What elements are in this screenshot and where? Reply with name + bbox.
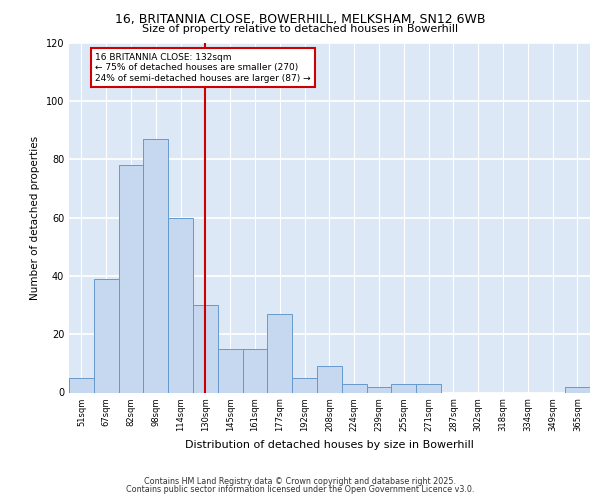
Text: 16 BRITANNIA CLOSE: 132sqm
← 75% of detached houses are smaller (270)
24% of sem: 16 BRITANNIA CLOSE: 132sqm ← 75% of deta… <box>95 52 311 82</box>
Bar <box>367 386 391 392</box>
Bar <box>143 139 168 392</box>
Bar <box>94 279 119 392</box>
Bar <box>342 384 367 392</box>
Bar <box>317 366 342 392</box>
Bar <box>391 384 416 392</box>
X-axis label: Distribution of detached houses by size in Bowerhill: Distribution of detached houses by size … <box>185 440 474 450</box>
Text: Contains public sector information licensed under the Open Government Licence v3: Contains public sector information licen… <box>126 484 474 494</box>
Bar <box>193 305 218 392</box>
Bar <box>119 165 143 392</box>
Bar <box>292 378 317 392</box>
Bar <box>69 378 94 392</box>
Bar <box>242 349 268 393</box>
Y-axis label: Number of detached properties: Number of detached properties <box>30 136 40 300</box>
Text: Contains HM Land Registry data © Crown copyright and database right 2025.: Contains HM Land Registry data © Crown c… <box>144 477 456 486</box>
Bar <box>416 384 441 392</box>
Text: Size of property relative to detached houses in Bowerhill: Size of property relative to detached ho… <box>142 24 458 34</box>
Bar <box>565 386 590 392</box>
Bar <box>168 218 193 392</box>
Bar <box>268 314 292 392</box>
Text: 16, BRITANNIA CLOSE, BOWERHILL, MELKSHAM, SN12 6WB: 16, BRITANNIA CLOSE, BOWERHILL, MELKSHAM… <box>115 12 485 26</box>
Bar <box>218 349 242 393</box>
